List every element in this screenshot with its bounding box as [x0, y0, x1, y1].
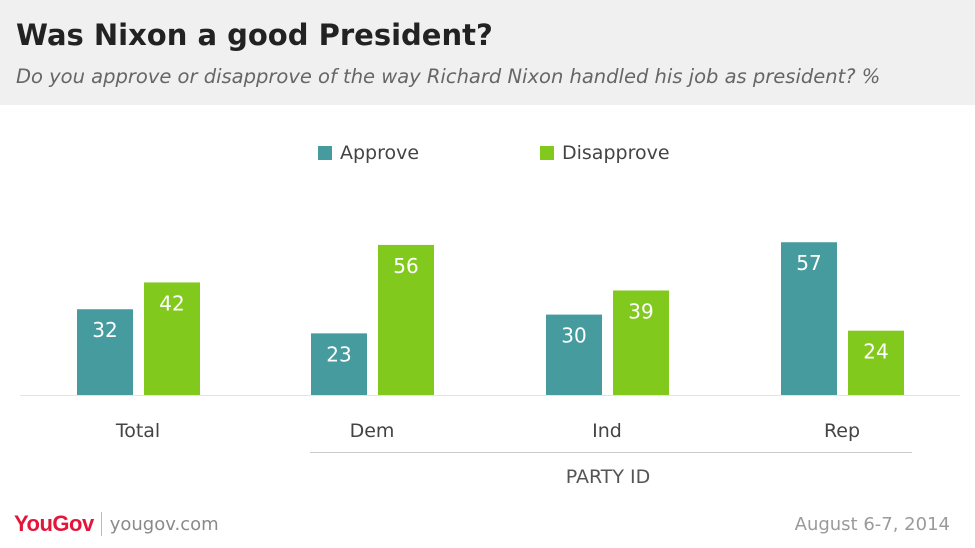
bar-approve-rep — [781, 242, 837, 395]
brand-divider — [100, 512, 102, 536]
legend-swatch-disapprove — [540, 146, 554, 160]
chart-subtitle: Do you approve or disapprove of the way … — [16, 65, 881, 88]
group-label-party-id: PARTY ID — [566, 466, 651, 488]
data-label-disapprove-rep: 24 — [863, 340, 888, 364]
legend-swatch-approve — [318, 146, 332, 160]
data-label-disapprove-dem: 56 — [393, 254, 418, 278]
data-label-approve-total: 32 — [92, 318, 117, 342]
data-label-approve-ind: 30 — [561, 324, 586, 348]
data-label-approve-rep: 57 — [796, 251, 821, 275]
legend-item-disapprove: Disapprove — [540, 142, 670, 164]
data-label-approve-dem: 23 — [326, 342, 351, 366]
bar-approve-dem — [311, 333, 367, 395]
data-label-disapprove-ind: 39 — [628, 299, 653, 323]
bar-disapprove-total — [144, 282, 200, 395]
legend-label-disapprove: Disapprove — [562, 142, 670, 164]
header: Was Nixon a good President? Do you appro… — [0, 0, 975, 105]
category-label-dem: Dem — [350, 420, 395, 442]
category-label-total: Total — [115, 420, 160, 442]
category-label-rep: Rep — [824, 420, 860, 442]
bar-approve-total — [77, 309, 133, 395]
bar-disapprove-ind — [613, 290, 669, 395]
footer-brand: YouGov yougov.com — [14, 511, 219, 537]
bar-disapprove-dem — [378, 244, 434, 395]
yougov-logo: YouGov — [14, 511, 94, 536]
chart-title: Was Nixon a good President? — [16, 18, 493, 52]
brand-url: yougov.com — [109, 513, 219, 535]
legend-label-approve: Approve — [340, 142, 420, 164]
data-label-disapprove-total: 42 — [159, 291, 184, 315]
bar-disapprove-rep — [848, 330, 904, 395]
bar-approve-ind — [546, 314, 602, 395]
legend-item-approve: Approve — [318, 142, 419, 164]
category-label-ind: Ind — [592, 420, 622, 442]
survey-date: August 6-7, 2014 — [794, 514, 950, 535]
legend: Approve Disapprove — [0, 140, 975, 170]
